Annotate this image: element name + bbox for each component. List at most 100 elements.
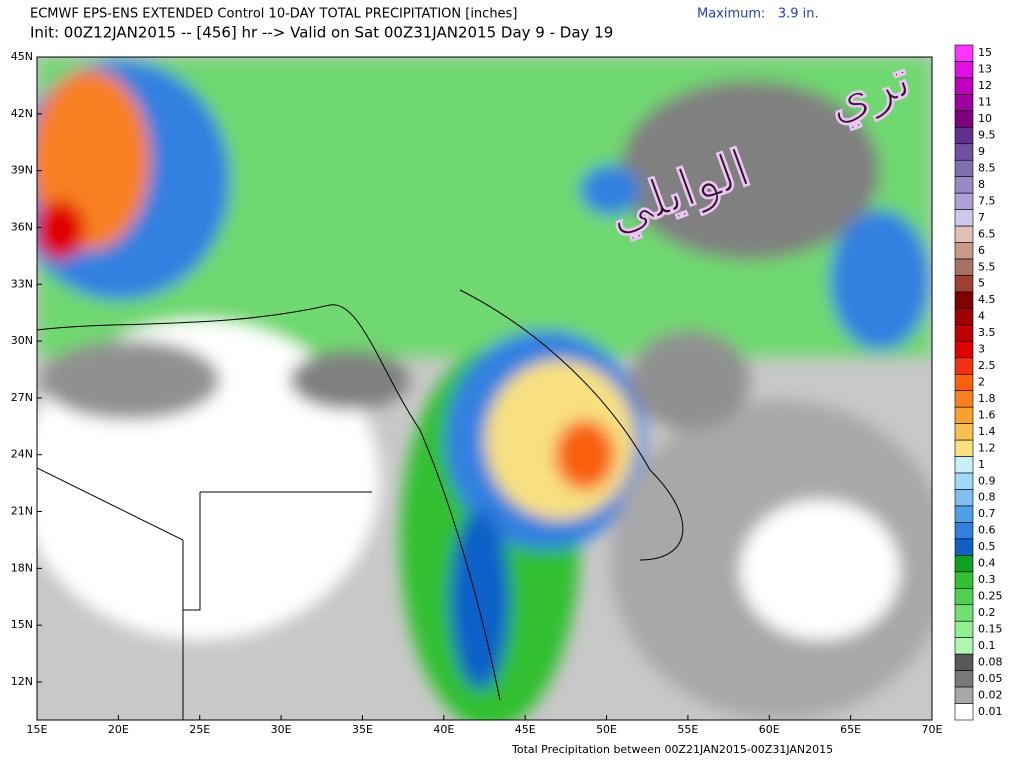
colorbar-swatch [954,423,974,441]
colorbar-swatch [954,555,974,573]
colorbar-label: 0.25 [978,590,1003,603]
lat-label: 30N [11,334,33,347]
colorbar-swatch [954,291,974,309]
colorbar-label: 1 [978,458,985,471]
lon-label: 55E [677,723,698,736]
lon-label: 40E [433,723,454,736]
colorbar-label: 8 [978,178,985,191]
colorbar-swatch [954,686,974,704]
lon-label: 35E [352,723,373,736]
colorbar-label: 0.5 [978,540,996,553]
title: ECMWF EPS-ENS EXTENDED Control 10-DAY TO… [30,7,517,22]
precip-field [37,57,932,720]
colorbar-label: 0.01 [978,705,1003,718]
lat-label: 15N [11,618,33,631]
colorbar-label: 0.08 [978,655,1003,668]
colorbar-label: 1.4 [978,425,996,438]
colorbar-label: 5.5 [978,260,996,273]
colorbar-label: 0.6 [978,524,996,537]
colorbar-swatch [954,324,974,342]
colorbar-swatch [954,604,974,622]
lon-label: 70E [922,723,943,736]
colorbar-swatch [954,94,974,112]
colorbar-swatch [954,571,974,589]
colorbar-label: 1.2 [978,441,996,454]
colorbar-swatch [954,308,974,326]
colorbar-label: 7 [978,211,985,224]
subtitle: Init: 00Z12JAN2015 -- [456] hr --> Valid… [30,24,613,42]
colorbar-label: 9.5 [978,129,996,142]
colorbar-label: 3.5 [978,326,996,339]
lat-label: 27N [11,391,33,404]
colorbar-label: 2 [978,376,985,389]
colorbar-swatch [954,258,974,276]
axes: 45N 42N 39N 36N 33N 30N 27N 24N 21N 18N 15N 12N 15E 2… [11,50,943,736]
colorbar-label: 10 [978,112,992,125]
colorbar-swatch [954,472,974,490]
colorbar-label: 11 [978,96,992,109]
lon-label: 45E [515,723,536,736]
colorbar-swatch [954,209,974,227]
lat-label: 36N [11,220,33,233]
colorbar-swatch [954,505,974,523]
colorbar-swatch [954,373,974,392]
colorbar-label: 9 [978,145,985,158]
colorbar-swatch [954,275,974,293]
colorbar-label: 0.9 [978,474,996,487]
map-frame [36,56,933,721]
colorbar-label: 8.5 [978,161,996,174]
colorbar-swatch [954,77,974,95]
colorbar-swatch [954,341,974,359]
colorbar-swatch [954,127,974,145]
colorbar-label: 1.6 [978,408,996,421]
colorbar-label: 1.8 [978,392,996,405]
lat-label: 33N [11,277,33,290]
colorbar-label: 4 [978,310,985,323]
colorbar-swatch [954,587,974,606]
colorbar-label: 7.5 [978,194,996,207]
colorbar-swatch [954,522,974,540]
colorbar-label: 0.8 [978,491,996,504]
colorbar-label: 4.5 [978,293,996,306]
colorbar-swatch [954,390,974,408]
colorbar-swatch [954,44,974,62]
lon-label: 15E [27,723,48,736]
colorbar-swatch [954,176,974,194]
lat-label: 24N [11,448,33,461]
colorbar-swatch [954,637,974,655]
colorbar-label: 0.05 [978,672,1003,685]
lon-label: 50E [596,723,617,736]
maximum: Maximum: 3.9 in. [697,7,819,22]
colorbar-label: 0.15 [978,622,1003,635]
lon-label: 20E [108,723,129,736]
lat-label: 42N [11,107,33,120]
colorbar-label: 12 [978,79,992,92]
lon-label: 25E [189,723,210,736]
colorbar-label: 6 [978,244,985,257]
colorbar-swatch [954,670,974,688]
colorbar-label: 0.2 [978,606,996,619]
colorbar-swatch [954,456,974,474]
lat-label: 18N [11,561,33,574]
colorbar-swatch [954,653,974,671]
colorbar-label: 6.5 [978,227,996,240]
colorbar-swatch [954,110,974,128]
colorbar-label: 0.3 [978,573,996,586]
lon-label: 65E [840,723,861,736]
colorbar-swatch [954,620,974,638]
colorbar-swatch [954,143,974,161]
colorbar-swatch [954,439,974,457]
colorbar-label: 13 [978,63,992,76]
colorbar-label: 0.7 [978,507,996,520]
colorbar-label: 0.02 [978,688,1003,701]
colorbar-label: 0.1 [978,639,996,652]
colorbar-swatch [954,242,974,260]
colorbar-swatch [954,159,974,178]
colorbar-swatch [954,406,974,424]
lon-label: 60E [759,723,780,736]
colorbar-swatch [954,357,974,375]
colorbar-swatch [954,192,974,210]
colorbar-swatch [954,225,974,243]
